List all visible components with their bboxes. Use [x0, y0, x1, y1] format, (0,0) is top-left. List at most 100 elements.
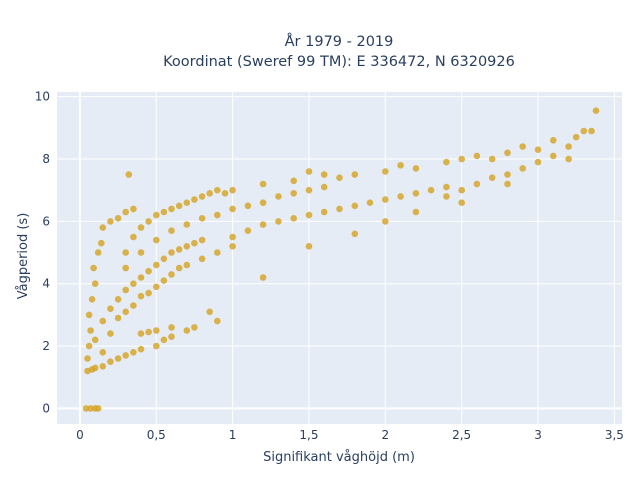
y-axis-title: Vågperiod (s) — [16, 213, 31, 300]
data-point — [206, 190, 213, 197]
data-point — [107, 218, 114, 225]
data-point — [145, 218, 152, 225]
data-point — [183, 327, 191, 334]
data-point — [198, 193, 206, 200]
data-point — [99, 363, 107, 370]
data-point — [458, 186, 466, 194]
data-point — [122, 308, 129, 316]
data-point — [206, 308, 213, 316]
data-point — [229, 233, 236, 241]
data-point — [488, 174, 496, 181]
y-tick-label: 6 — [42, 214, 50, 228]
data-point — [168, 205, 175, 213]
data-point — [87, 327, 94, 334]
data-point — [153, 236, 160, 244]
data-point — [550, 152, 557, 160]
data-point — [183, 221, 191, 228]
data-point — [351, 230, 359, 238]
data-point — [351, 202, 359, 210]
x-tick-label: 1,5 — [299, 428, 318, 442]
data-point — [412, 208, 420, 216]
data-point — [99, 224, 107, 231]
data-point — [488, 155, 496, 163]
data-point — [229, 186, 236, 194]
data-point — [565, 155, 572, 163]
data-point — [191, 196, 198, 203]
data-point — [107, 358, 114, 366]
data-point — [160, 255, 168, 263]
data-point — [153, 283, 160, 291]
data-point — [114, 314, 122, 322]
data-point — [130, 205, 137, 213]
data-point — [229, 243, 236, 250]
data-point — [336, 174, 343, 181]
data-point — [98, 239, 105, 247]
data-point — [320, 208, 328, 216]
data-point — [91, 280, 99, 288]
data-point — [122, 352, 129, 359]
data-point — [443, 193, 450, 200]
data-point — [458, 155, 466, 163]
data-point — [351, 171, 359, 178]
x-tick-label: 3,5 — [605, 428, 624, 442]
data-point — [87, 405, 94, 412]
data-point — [198, 236, 206, 244]
data-point — [473, 152, 481, 160]
data-point — [580, 127, 588, 135]
y-tick-label: 0 — [42, 401, 50, 415]
data-point — [397, 162, 404, 169]
data-point — [412, 165, 420, 172]
plot-area — [57, 92, 622, 424]
data-point — [160, 336, 168, 344]
data-point — [84, 355, 91, 362]
x-tick-label: 0,5 — [147, 428, 166, 442]
data-point — [137, 249, 145, 256]
data-point — [443, 183, 450, 191]
data-point — [366, 199, 374, 206]
data-point — [153, 261, 160, 269]
data-point — [145, 328, 152, 336]
data-point — [504, 180, 511, 188]
data-point — [198, 255, 206, 263]
data-point — [305, 211, 313, 219]
data-point — [198, 215, 206, 222]
data-point — [153, 327, 160, 334]
data-point — [259, 180, 267, 188]
data-point — [572, 133, 580, 141]
x-axis-ticks: 0 0,5 1 1,5 2 2,5 3 3,5 — [76, 428, 624, 442]
data-point — [168, 333, 175, 341]
data-point — [259, 199, 267, 206]
data-point — [94, 249, 102, 256]
y-axis-ticks: 0 2 4 6 8 10 — [35, 90, 50, 416]
data-point — [122, 286, 129, 294]
data-point — [244, 227, 252, 234]
y-tick-label: 8 — [42, 152, 50, 166]
data-point — [168, 249, 175, 256]
data-point — [137, 224, 145, 231]
data-point — [382, 196, 389, 203]
data-point — [90, 264, 97, 272]
data-point — [382, 218, 389, 225]
data-point — [82, 405, 90, 412]
x-tick-label: 0 — [76, 428, 84, 442]
data-point — [183, 261, 191, 269]
data-point — [191, 324, 198, 331]
data-point — [290, 215, 298, 222]
data-point — [519, 143, 526, 150]
data-point — [550, 137, 557, 144]
data-point — [382, 168, 389, 175]
data-point — [114, 296, 122, 303]
y-tick-label: 10 — [35, 90, 50, 104]
data-point — [168, 227, 175, 234]
data-point — [175, 202, 183, 210]
chart-title-line-2: Koordinat (Sweref 99 TM): E 336472, N 63… — [163, 54, 515, 70]
data-point — [114, 215, 122, 222]
data-point — [275, 193, 282, 200]
data-point — [130, 233, 137, 241]
data-point — [214, 211, 221, 219]
data-point — [592, 107, 600, 114]
data-point — [504, 149, 511, 157]
data-point — [214, 186, 221, 194]
data-point — [214, 249, 221, 256]
data-point — [137, 330, 145, 337]
